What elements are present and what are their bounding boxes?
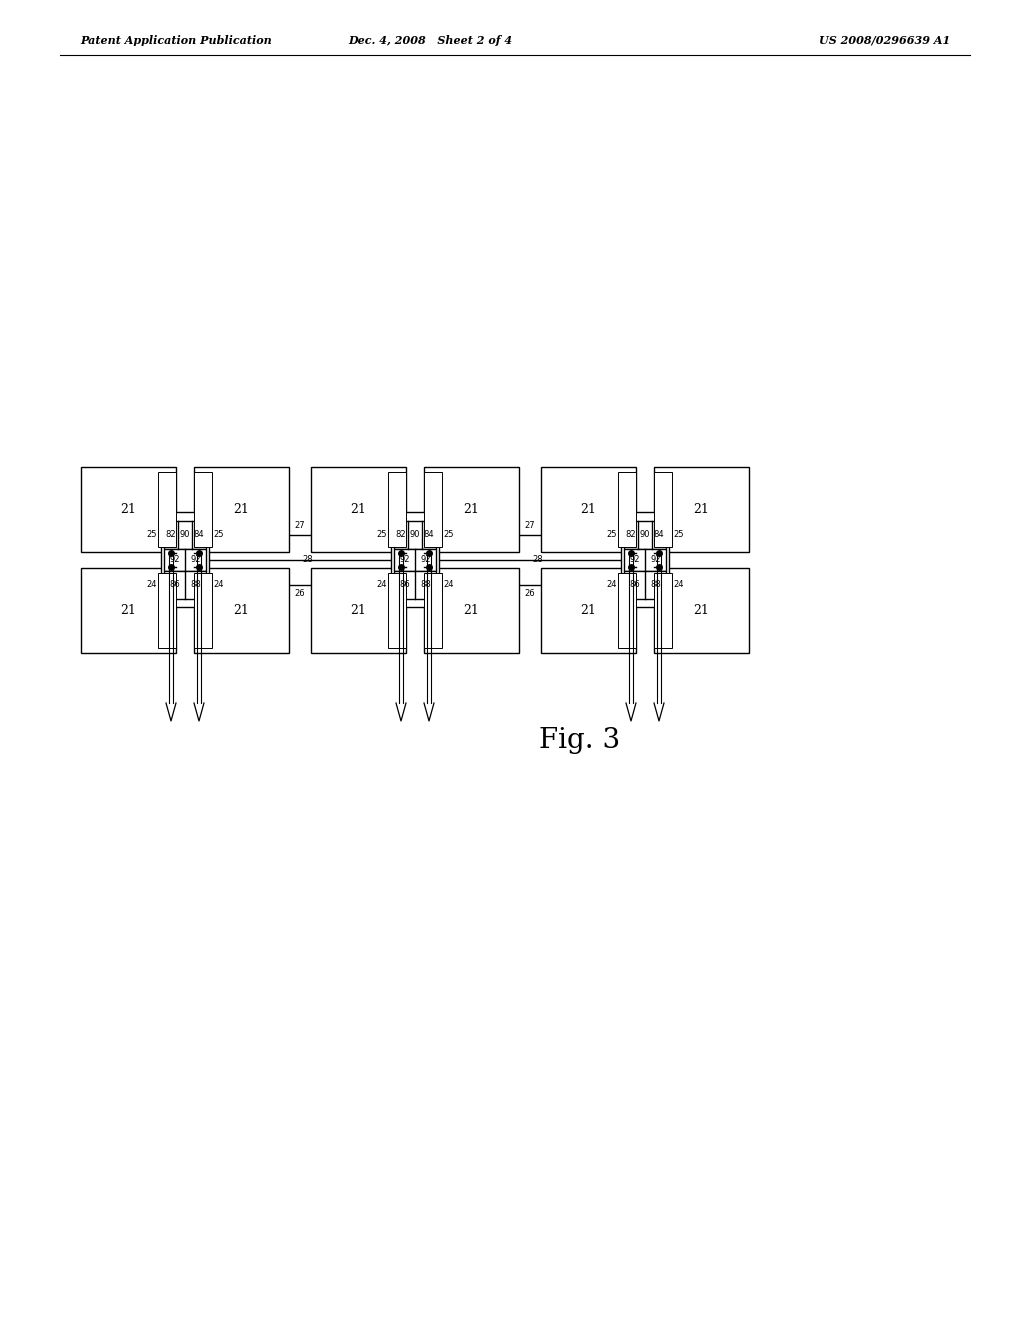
Bar bbox=[394, 549, 436, 570]
Text: 25: 25 bbox=[443, 531, 454, 539]
Bar bbox=[391, 512, 439, 607]
Bar bbox=[388, 473, 406, 546]
Text: 21: 21 bbox=[121, 503, 136, 516]
Text: 24: 24 bbox=[673, 579, 683, 589]
Text: 24: 24 bbox=[213, 579, 223, 589]
Text: 21: 21 bbox=[693, 503, 710, 516]
Bar bbox=[311, 467, 406, 552]
Text: 21: 21 bbox=[350, 503, 367, 516]
Bar bbox=[618, 573, 636, 648]
Text: 82: 82 bbox=[626, 531, 636, 539]
Text: 26: 26 bbox=[524, 589, 536, 598]
Bar bbox=[194, 467, 289, 552]
Text: US 2008/0296639 A1: US 2008/0296639 A1 bbox=[819, 34, 950, 45]
Bar bbox=[424, 467, 519, 552]
Bar bbox=[158, 473, 176, 546]
Text: 28: 28 bbox=[302, 554, 312, 564]
Text: 84: 84 bbox=[653, 531, 665, 539]
Bar bbox=[654, 467, 749, 552]
Text: 24: 24 bbox=[146, 579, 157, 589]
Text: 24: 24 bbox=[606, 579, 617, 589]
Bar bbox=[164, 549, 206, 570]
Bar bbox=[194, 568, 289, 653]
Text: 25: 25 bbox=[606, 531, 617, 539]
Bar bbox=[618, 473, 636, 546]
Bar bbox=[541, 467, 636, 552]
Bar bbox=[424, 568, 519, 653]
Text: Fig. 3: Fig. 3 bbox=[540, 726, 621, 754]
Text: 86: 86 bbox=[629, 579, 640, 589]
Text: Dec. 4, 2008   Sheet 2 of 4: Dec. 4, 2008 Sheet 2 of 4 bbox=[348, 34, 512, 45]
Bar bbox=[158, 573, 176, 648]
Text: 21: 21 bbox=[233, 605, 250, 616]
Text: 21: 21 bbox=[121, 605, 136, 616]
Text: 92: 92 bbox=[169, 554, 180, 564]
Bar bbox=[654, 568, 749, 653]
Text: 88: 88 bbox=[650, 579, 660, 589]
Bar bbox=[624, 549, 666, 570]
Text: 27: 27 bbox=[524, 521, 536, 531]
Text: 86: 86 bbox=[169, 579, 180, 589]
Bar bbox=[394, 570, 436, 598]
Text: 21: 21 bbox=[464, 503, 479, 516]
Bar bbox=[194, 473, 212, 546]
Text: 82: 82 bbox=[395, 531, 407, 539]
Text: 21: 21 bbox=[464, 605, 479, 616]
Bar bbox=[194, 573, 212, 648]
Text: 92: 92 bbox=[630, 554, 640, 564]
Text: 25: 25 bbox=[673, 531, 683, 539]
Text: 25: 25 bbox=[213, 531, 223, 539]
Bar bbox=[81, 568, 176, 653]
Text: 24: 24 bbox=[443, 579, 454, 589]
Text: 92: 92 bbox=[399, 554, 410, 564]
Text: 90: 90 bbox=[640, 531, 650, 539]
Text: 84: 84 bbox=[424, 531, 434, 539]
Bar bbox=[81, 467, 176, 552]
Text: 26: 26 bbox=[295, 589, 305, 598]
Text: 21: 21 bbox=[581, 503, 596, 516]
Bar bbox=[164, 520, 206, 549]
Bar bbox=[164, 570, 206, 598]
Bar bbox=[311, 568, 406, 653]
Bar bbox=[654, 473, 672, 546]
Bar bbox=[394, 520, 436, 549]
Bar bbox=[654, 573, 672, 648]
Text: 28: 28 bbox=[532, 554, 543, 564]
Bar bbox=[621, 512, 669, 607]
Text: 21: 21 bbox=[233, 503, 250, 516]
Text: 25: 25 bbox=[146, 531, 157, 539]
Text: 27: 27 bbox=[295, 521, 305, 531]
Text: 88: 88 bbox=[420, 579, 431, 589]
Text: 21: 21 bbox=[581, 605, 596, 616]
Text: 88: 88 bbox=[190, 579, 201, 589]
Text: 92: 92 bbox=[190, 554, 201, 564]
Bar bbox=[624, 520, 666, 549]
Bar bbox=[161, 512, 209, 607]
Bar bbox=[424, 473, 442, 546]
Text: 21: 21 bbox=[350, 605, 367, 616]
Text: 92: 92 bbox=[650, 554, 660, 564]
Text: 90: 90 bbox=[410, 531, 420, 539]
Text: 86: 86 bbox=[399, 579, 410, 589]
Text: 24: 24 bbox=[377, 579, 387, 589]
Text: 84: 84 bbox=[194, 531, 205, 539]
Text: 21: 21 bbox=[693, 605, 710, 616]
Bar bbox=[424, 573, 442, 648]
Bar bbox=[388, 573, 406, 648]
Text: 82: 82 bbox=[166, 531, 176, 539]
Text: 92: 92 bbox=[420, 554, 431, 564]
Bar bbox=[624, 570, 666, 598]
Text: Patent Application Publication: Patent Application Publication bbox=[80, 34, 271, 45]
Bar bbox=[541, 568, 636, 653]
Text: 25: 25 bbox=[377, 531, 387, 539]
Text: 90: 90 bbox=[180, 531, 190, 539]
